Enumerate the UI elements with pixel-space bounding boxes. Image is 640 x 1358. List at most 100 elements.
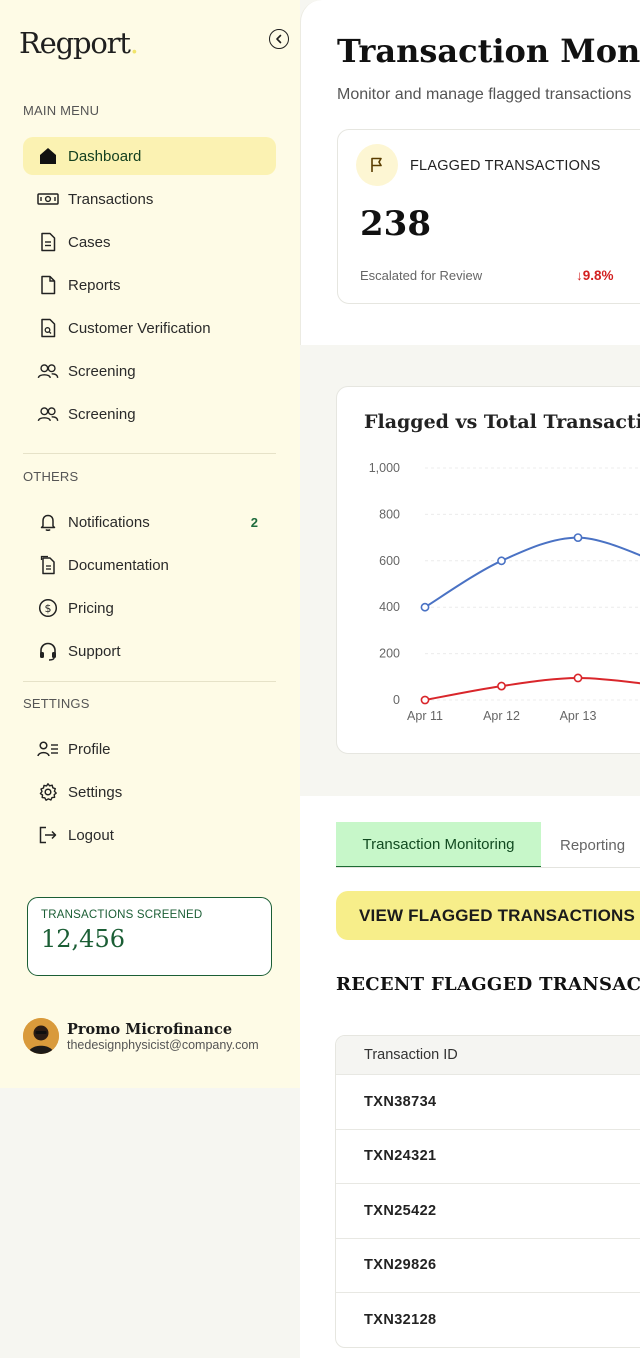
users-icon (37, 360, 59, 382)
y-tick-label: 200 (379, 647, 400, 661)
stat-footnote: Escalated for Review (360, 268, 483, 283)
chart-title: Flagged vs Total Transactions (364, 411, 640, 433)
sidebar-item-documentation[interactable]: Documentation (23, 546, 276, 584)
sidebar-item-reports[interactable]: Reports (23, 266, 276, 304)
series-point (573, 533, 583, 542)
transactions-section: Transaction Monitoring Reporting VIEW FL… (300, 796, 640, 1358)
sidebar-item-notifications[interactable]: Notifications 2 (23, 503, 276, 541)
sidebar-item-label: Dashboard (68, 147, 142, 165)
sidebar-item-label: Profile (68, 740, 111, 758)
gear-icon (37, 781, 59, 803)
recent-flagged-title: RECENT FLAGGED TRANSACTIONS (336, 974, 640, 995)
page-title: Transaction Monitoring (337, 32, 640, 70)
flagged-transactions-card: FLAGGED TRANSACTIONS 238 Escalated for R… (337, 129, 640, 304)
table-row[interactable]: TXN38734 (336, 1074, 640, 1129)
screened-value: 12,456 (41, 925, 125, 953)
stat-change: ↓9.8% (576, 268, 614, 283)
settings-label: SETTINGS (23, 696, 90, 711)
users-icon (37, 403, 59, 425)
y-tick-label: 600 (379, 554, 400, 568)
sidebar-item-transactions[interactable]: Transactions (23, 180, 276, 218)
sidebar-item-label: Documentation (68, 556, 169, 574)
flag-icon (356, 144, 398, 186)
dollar-icon: $ (37, 597, 59, 619)
series-line-0 (424, 536, 640, 609)
series-point (573, 673, 583, 683)
main-content: Transaction Monitoring Monitor and manag… (300, 0, 640, 1358)
bell-icon (37, 511, 59, 533)
series-point (420, 695, 430, 705)
x-tick-label: Apr 11 (407, 709, 443, 723)
notifications-count-badge: 2 (250, 514, 258, 530)
user-name: Promo Microfinance (67, 1020, 233, 1038)
sidebar-item-label: Transactions (68, 190, 154, 208)
sidebar-item-settings[interactable]: Settings (23, 773, 276, 811)
sidebar: Regport. MAIN MENU Dashboard Transaction… (0, 0, 300, 1088)
screened-label: TRANSACTIONS SCREENED (41, 909, 203, 921)
tab-reporting[interactable]: Reporting (560, 836, 626, 854)
sidebar-item-label: Notifications (68, 513, 150, 531)
page-subtitle: Monitor and manage flagged transactions (337, 86, 632, 103)
svg-text:$: $ (45, 602, 52, 615)
sidebar-item-support[interactable]: Support (23, 632, 276, 670)
y-tick-label: 0 (393, 693, 400, 707)
table-row[interactable]: TXN24321 (336, 1128, 640, 1184)
user-email: thedesignphysicist@company.com (67, 1037, 259, 1052)
sidebar-item-label: Support (68, 642, 121, 660)
tabs-divider (336, 867, 640, 868)
sidebar-item-logout[interactable]: Logout (23, 816, 276, 854)
sidebar-item-label: Customer Verification (68, 319, 211, 337)
chart-card: Flagged vs Total Transactions 0 200 400 600… (336, 386, 640, 754)
sidebar-item-label: Screening (68, 362, 136, 380)
others-label: OTHERS (23, 469, 79, 484)
brand-logo[interactable]: Regport. (19, 26, 139, 60)
sidebar-item-cases[interactable]: Cases (23, 223, 276, 261)
main-menu-label: MAIN MENU (23, 103, 100, 118)
series-point (497, 556, 506, 566)
sidebar-divider (23, 681, 276, 682)
sidebar-item-label: Cases (68, 233, 111, 251)
tab-transaction-monitoring[interactable]: Transaction Monitoring (336, 822, 541, 868)
avatar (23, 1018, 59, 1054)
sidebar-item-label: Settings (68, 783, 123, 801)
file-search-icon (37, 317, 59, 339)
sidebar-item-screening[interactable]: Screening (23, 352, 276, 390)
collapse-sidebar-button[interactable] (269, 29, 289, 49)
sidebar-item-dashboard[interactable]: Dashboard (23, 137, 276, 175)
cash-icon (37, 188, 59, 210)
y-tick-label: 400 (379, 600, 400, 614)
table-header-transaction-id[interactable]: Transaction ID (336, 1036, 640, 1074)
logout-icon (37, 824, 59, 846)
sidebar-item-screening-2[interactable]: Screening (23, 395, 276, 433)
sidebar-item-label: Pricing (68, 599, 114, 617)
series-point (420, 602, 430, 612)
x-tick-label: Apr 13 (560, 709, 597, 723)
chevron-left-icon (276, 34, 282, 44)
sidebar-item-label: Screening (68, 405, 136, 423)
user-profile[interactable]: Promo Microfinance thedesignphysicist@co… (23, 1016, 283, 1056)
sidebar-item-label: Reports (68, 276, 121, 294)
flagged-transactions-table: Transaction ID TXN38734 TXN24321 TXN2542… (335, 1035, 640, 1348)
table-row[interactable]: TXN29826 (336, 1237, 640, 1293)
document-icon (37, 231, 59, 253)
sidebar-item-customer-verification[interactable]: Customer Verification (23, 309, 276, 347)
view-flagged-transactions-button[interactable]: VIEW FLAGGED TRANSACTIONS (336, 891, 640, 940)
series-point (497, 681, 506, 691)
sidebar-item-pricing[interactable]: $ Pricing (23, 589, 276, 627)
profile-icon (37, 738, 59, 760)
series-line-1 (424, 676, 640, 701)
arrow-down-icon: ↓ (576, 268, 583, 283)
main-header-panel: Transaction Monitoring Monitor and manag… (300, 0, 640, 345)
y-tick-label: 1,000 (369, 461, 400, 475)
x-tick-label: Apr 12 (483, 709, 520, 723)
table-row[interactable]: TXN32128 (336, 1292, 640, 1347)
sidebar-item-profile[interactable]: Profile (23, 730, 276, 768)
table-row[interactable]: TXN25422 (336, 1183, 640, 1238)
docs-icon (37, 554, 59, 576)
sidebar-item-label: Logout (68, 826, 114, 844)
stat-value: 238 (360, 204, 431, 244)
sidebar-divider (23, 453, 276, 454)
home-icon (37, 145, 59, 167)
transactions-screened-card: TRANSACTIONS SCREENED 12,456 (27, 897, 272, 976)
